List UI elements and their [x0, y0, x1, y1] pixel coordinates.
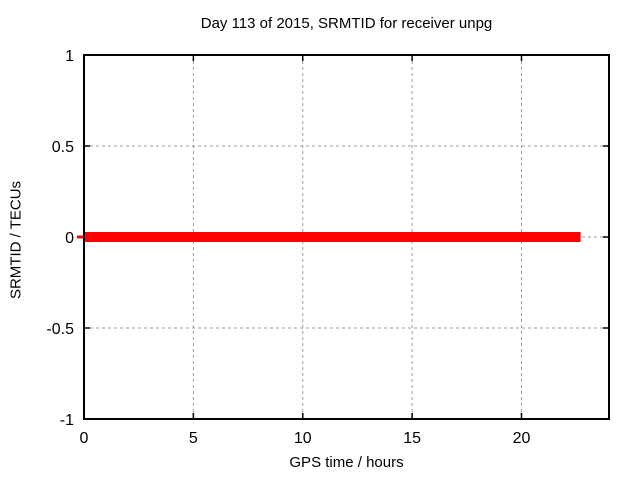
y-tick-label: -0.5	[46, 321, 74, 338]
x-axis-label: GPS time / hours	[289, 454, 404, 471]
x-tick-label: 0	[80, 430, 89, 447]
y-tick-label: -1	[60, 412, 74, 429]
x-tick-label: 20	[513, 430, 531, 447]
x-tick-label: 15	[403, 430, 421, 447]
y-tick-label: 1	[65, 48, 74, 65]
y-tick-label: 0.5	[52, 139, 74, 156]
y-axis-label: SRMTID / TECUs	[7, 180, 25, 300]
chart-title: Day 113 of 2015, SRMTID for receiver unp…	[200, 15, 493, 32]
x-tick-label: 10	[294, 430, 312, 447]
x-tick-label: 5	[189, 430, 198, 447]
y-tick-label: 0	[65, 230, 74, 247]
plot-border	[83, 54, 610, 420]
